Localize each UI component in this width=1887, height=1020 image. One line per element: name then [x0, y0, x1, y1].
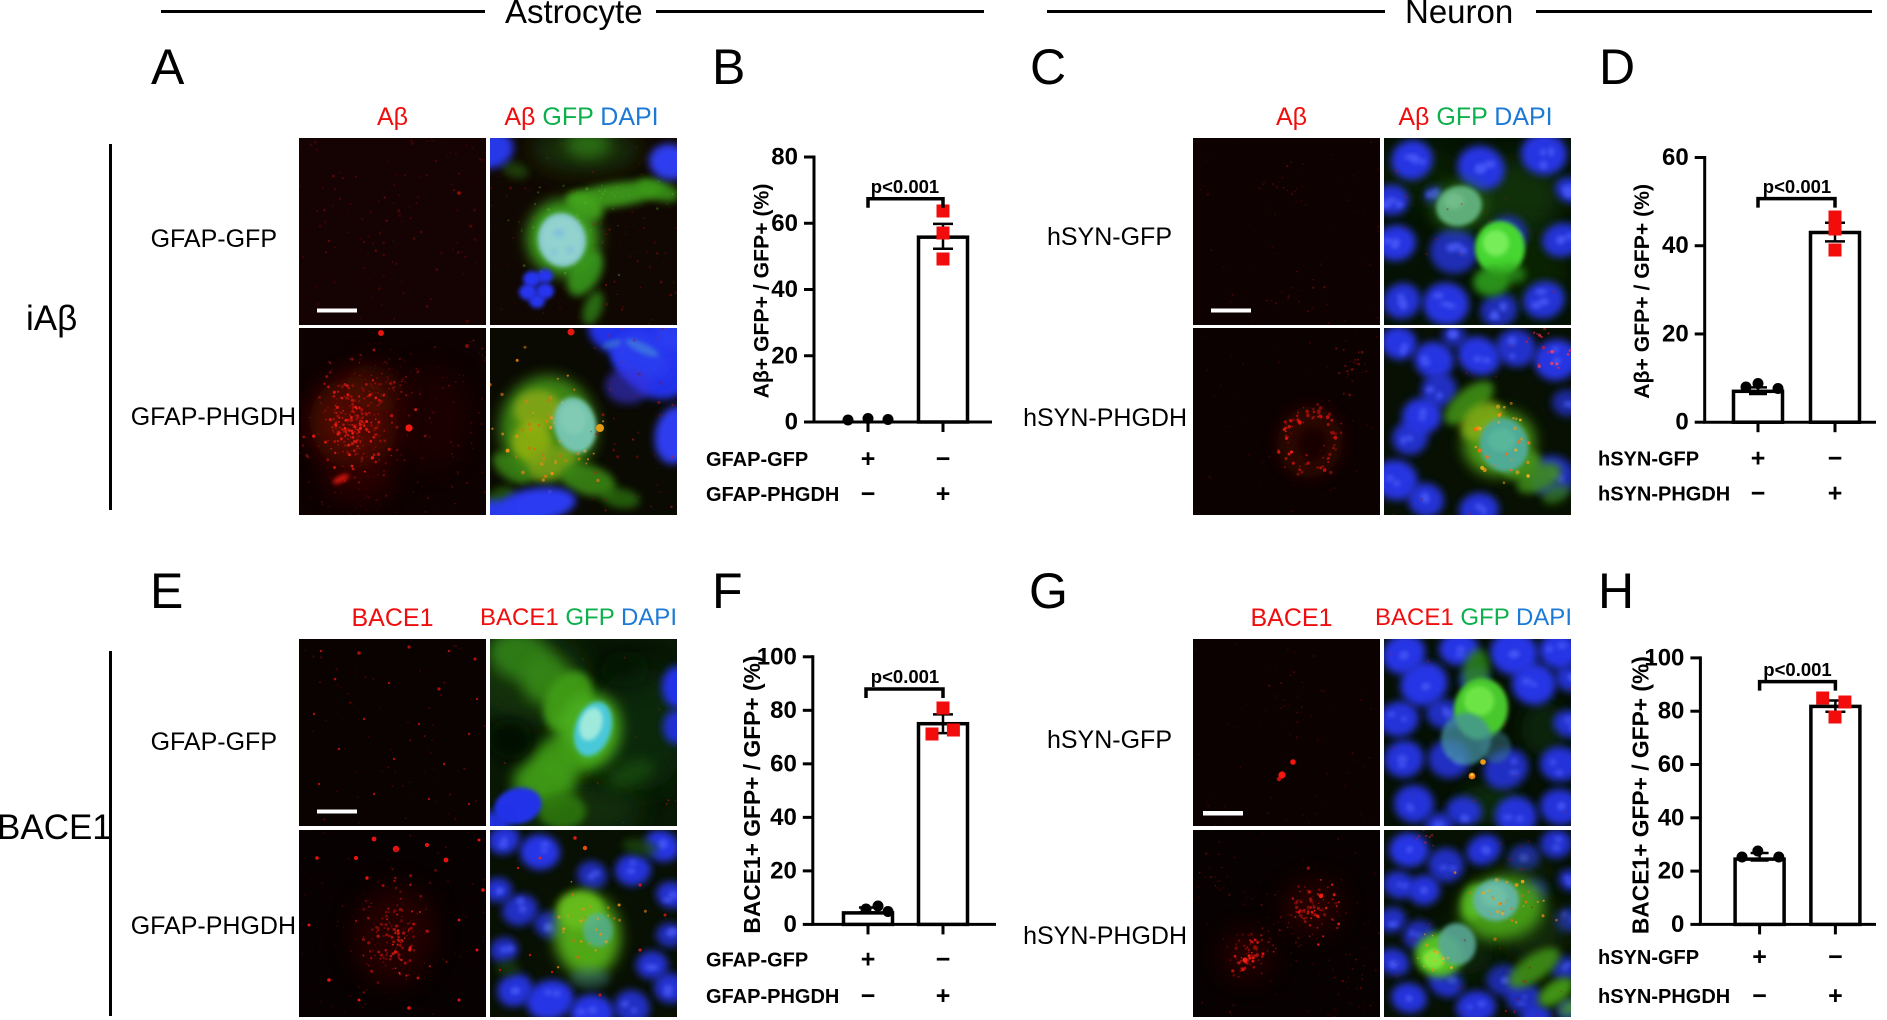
svg-text:+: +	[1752, 943, 1767, 971]
svg-text:+: +	[1751, 444, 1766, 472]
svg-text:+: +	[1828, 982, 1843, 1010]
svg-text:−: −	[1751, 480, 1766, 508]
svg-text:hSYN-PHGDH: hSYN-PHGDH	[1598, 484, 1730, 506]
svg-text:−: −	[861, 480, 876, 508]
svg-text:0: 0	[1671, 911, 1684, 938]
svg-text:Aβ+ GFP+ / GFP+ (%): Aβ+ GFP+ / GFP+ (%)	[751, 184, 774, 399]
svg-text:−: −	[1828, 943, 1843, 971]
svg-text:hSYN-GFP: hSYN-GFP	[1598, 947, 1699, 969]
svg-text:GFAP-GFP: GFAP-GFP	[706, 950, 808, 972]
svg-text:0: 0	[1675, 409, 1688, 436]
svg-text:100: 100	[757, 643, 797, 670]
svg-text:0: 0	[785, 409, 798, 436]
svg-text:GFAP-PHGDH: GFAP-PHGDH	[706, 986, 839, 1008]
svg-text:GFAP-PHGDH: GFAP-PHGDH	[706, 484, 839, 506]
svg-text:20: 20	[1662, 320, 1689, 347]
svg-text:BACE1+ GFP+ / GFP+ (%): BACE1+ GFP+ / GFP+ (%)	[1627, 656, 1653, 934]
svg-text:+: +	[936, 480, 951, 508]
svg-text:60: 60	[771, 210, 798, 237]
svg-text:−: −	[1828, 444, 1843, 472]
svg-text:−: −	[936, 445, 951, 473]
svg-text:100: 100	[1644, 644, 1684, 671]
svg-text:BACE1+ GFP+ / GFP+ (%): BACE1+ GFP+ / GFP+ (%)	[739, 656, 765, 934]
svg-text:+: +	[1828, 480, 1843, 508]
svg-text:40: 40	[1658, 804, 1685, 831]
svg-text:+: +	[861, 946, 876, 974]
svg-text:hSYN-GFP: hSYN-GFP	[1598, 448, 1699, 470]
svg-text:−: −	[1752, 982, 1767, 1010]
svg-text:hSYN-PHGDH: hSYN-PHGDH	[1598, 986, 1730, 1008]
svg-text:60: 60	[1662, 144, 1689, 171]
svg-text:+: +	[936, 982, 951, 1010]
svg-text:40: 40	[1662, 232, 1689, 259]
svg-text:Aβ+ GFP+ / GFP+ (%): Aβ+ GFP+ / GFP+ (%)	[1631, 184, 1654, 399]
svg-text:80: 80	[1658, 698, 1685, 725]
svg-text:p<0.001: p<0.001	[871, 176, 939, 197]
svg-text:−: −	[936, 946, 951, 974]
svg-text:20: 20	[770, 857, 797, 884]
svg-text:−: −	[861, 982, 876, 1010]
svg-text:20: 20	[771, 342, 798, 369]
svg-text:p<0.001: p<0.001	[1763, 176, 1831, 197]
svg-text:80: 80	[771, 144, 798, 171]
svg-text:p<0.001: p<0.001	[1763, 659, 1831, 680]
svg-text:40: 40	[770, 804, 797, 831]
svg-text:60: 60	[770, 750, 797, 777]
svg-text:40: 40	[771, 276, 798, 303]
svg-text:20: 20	[1658, 858, 1685, 885]
svg-text:0: 0	[783, 911, 796, 938]
svg-text:80: 80	[770, 697, 797, 724]
svg-text:60: 60	[1658, 751, 1685, 778]
svg-text:+: +	[861, 445, 876, 473]
svg-text:GFAP-GFP: GFAP-GFP	[706, 449, 808, 471]
svg-text:p<0.001: p<0.001	[871, 666, 939, 687]
